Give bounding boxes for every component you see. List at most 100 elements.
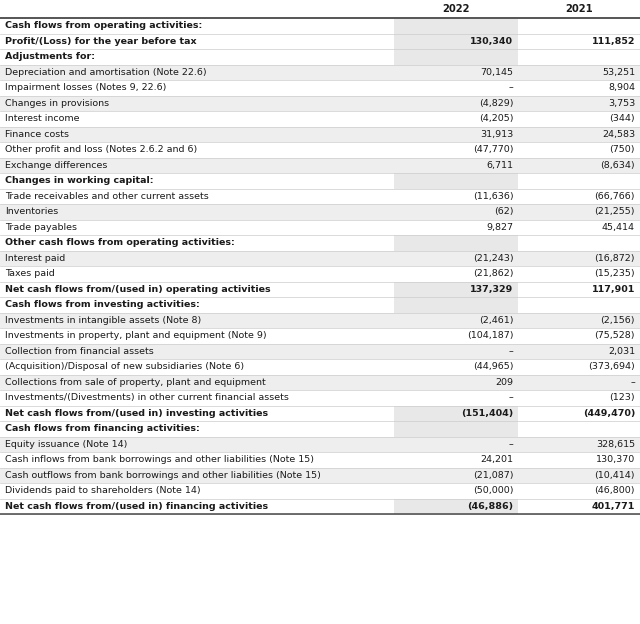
Bar [518,281,640,297]
Bar [0,0,640,18]
Bar [0,297,394,313]
Text: Exchange differences: Exchange differences [5,161,108,170]
Text: Interest paid: Interest paid [5,254,65,263]
Text: (75,528): (75,528) [595,331,635,340]
Text: (21,862): (21,862) [473,269,513,278]
Text: (15,235): (15,235) [595,269,635,278]
Bar [394,421,518,437]
Text: (8,634): (8,634) [600,161,635,170]
Text: Cash flows from operating activities:: Cash flows from operating activities: [5,21,202,30]
Text: Adjustments for:: Adjustments for: [5,52,95,61]
Text: Changes in provisions: Changes in provisions [5,99,109,108]
Text: (10,414): (10,414) [595,470,635,480]
Bar [0,64,640,80]
Text: Cash flows from investing activities:: Cash flows from investing activities: [5,300,200,310]
Text: 117,901: 117,901 [591,285,635,294]
Text: (750): (750) [609,145,635,154]
Bar [518,34,640,49]
Text: Collection from financial assets: Collection from financial assets [5,347,154,356]
Text: Dividends paid to shareholders (Note 14): Dividends paid to shareholders (Note 14) [5,486,200,495]
Text: (4,829): (4,829) [479,99,513,108]
Bar [0,437,640,452]
Text: (50,000): (50,000) [473,486,513,495]
Bar [518,406,640,421]
Bar [0,421,394,437]
Bar [0,34,394,49]
Text: –: – [509,440,513,449]
Text: 111,852: 111,852 [591,37,635,46]
Text: 24,583: 24,583 [602,130,635,139]
Text: 209: 209 [495,378,513,387]
Text: (373,694): (373,694) [588,363,635,371]
Text: –: – [630,378,635,387]
Bar [0,235,394,250]
Text: Profit/(Loss) for the year before tax: Profit/(Loss) for the year before tax [5,37,196,46]
Text: Cash outflows from bank borrowings and other liabilities (Note 15): Cash outflows from bank borrowings and o… [5,470,321,480]
Text: 24,201: 24,201 [481,456,513,464]
Text: (21,087): (21,087) [473,470,513,480]
Text: Trade payables: Trade payables [5,223,77,232]
Text: (104,187): (104,187) [467,331,513,340]
Bar [518,297,640,313]
Text: 53,251: 53,251 [602,68,635,77]
Text: Impairment losses (Notes 9, 22.6): Impairment losses (Notes 9, 22.6) [5,83,166,92]
Bar [394,281,518,297]
Bar [394,406,518,421]
Text: Cash inflows from bank borrowings and other liabilities (Note 15): Cash inflows from bank borrowings and ot… [5,456,314,464]
Bar [0,359,640,374]
Bar [518,173,640,188]
Bar [0,452,640,467]
Text: Net cash flows from/(used in) financing activities: Net cash flows from/(used in) financing … [5,502,268,511]
Text: Other profit and loss (Notes 2.6.2 and 6): Other profit and loss (Notes 2.6.2 and 6… [5,145,197,154]
Text: Other cash flows from operating activities:: Other cash flows from operating activiti… [5,238,235,247]
Text: Investments in intangible assets (Note 8): Investments in intangible assets (Note 8… [5,316,201,324]
Text: 31,913: 31,913 [480,130,513,139]
Text: Collections from sale of property, plant and equipment: Collections from sale of property, plant… [5,378,266,387]
Text: Equity issuance (Note 14): Equity issuance (Note 14) [5,440,127,449]
Bar [394,173,518,188]
Text: (46,800): (46,800) [595,486,635,495]
Text: 130,370: 130,370 [596,456,635,464]
Bar [518,421,640,437]
Bar [0,406,394,421]
Bar [0,127,640,142]
Bar [0,483,640,499]
Bar [394,297,518,313]
Bar [0,374,640,390]
Text: Trade receivables and other current assets: Trade receivables and other current asse… [5,192,209,201]
Text: Net cash flows from/(used in) investing activities: Net cash flows from/(used in) investing … [5,409,268,417]
Text: 401,771: 401,771 [591,502,635,511]
Text: 2021: 2021 [565,4,593,14]
Text: (4,205): (4,205) [479,114,513,124]
Bar [0,173,394,188]
Bar [394,235,518,250]
Text: 9,827: 9,827 [486,223,513,232]
Bar [0,49,394,64]
Bar [0,80,640,95]
Bar [0,157,640,173]
Text: (21,255): (21,255) [595,207,635,217]
Bar [394,18,518,34]
Text: 3,753: 3,753 [608,99,635,108]
Text: 328,615: 328,615 [596,440,635,449]
Text: Finance costs: Finance costs [5,130,69,139]
Text: (151,404): (151,404) [461,409,513,417]
Text: (47,770): (47,770) [473,145,513,154]
Text: Cash flows from financing activities:: Cash flows from financing activities: [5,424,200,433]
Text: Interest income: Interest income [5,114,79,124]
Text: –: – [509,393,513,402]
Text: (44,965): (44,965) [473,363,513,371]
Text: (2,156): (2,156) [600,316,635,324]
Text: 130,340: 130,340 [470,37,513,46]
Text: 2022: 2022 [442,4,470,14]
Text: (66,766): (66,766) [595,192,635,201]
Bar [518,18,640,34]
Text: (62): (62) [494,207,513,217]
Bar [0,467,640,483]
Text: Changes in working capital:: Changes in working capital: [5,176,154,185]
Bar [0,266,640,281]
Text: (123): (123) [609,393,635,402]
Bar [0,250,640,266]
Bar [0,188,640,204]
Text: (46,886): (46,886) [467,502,513,511]
